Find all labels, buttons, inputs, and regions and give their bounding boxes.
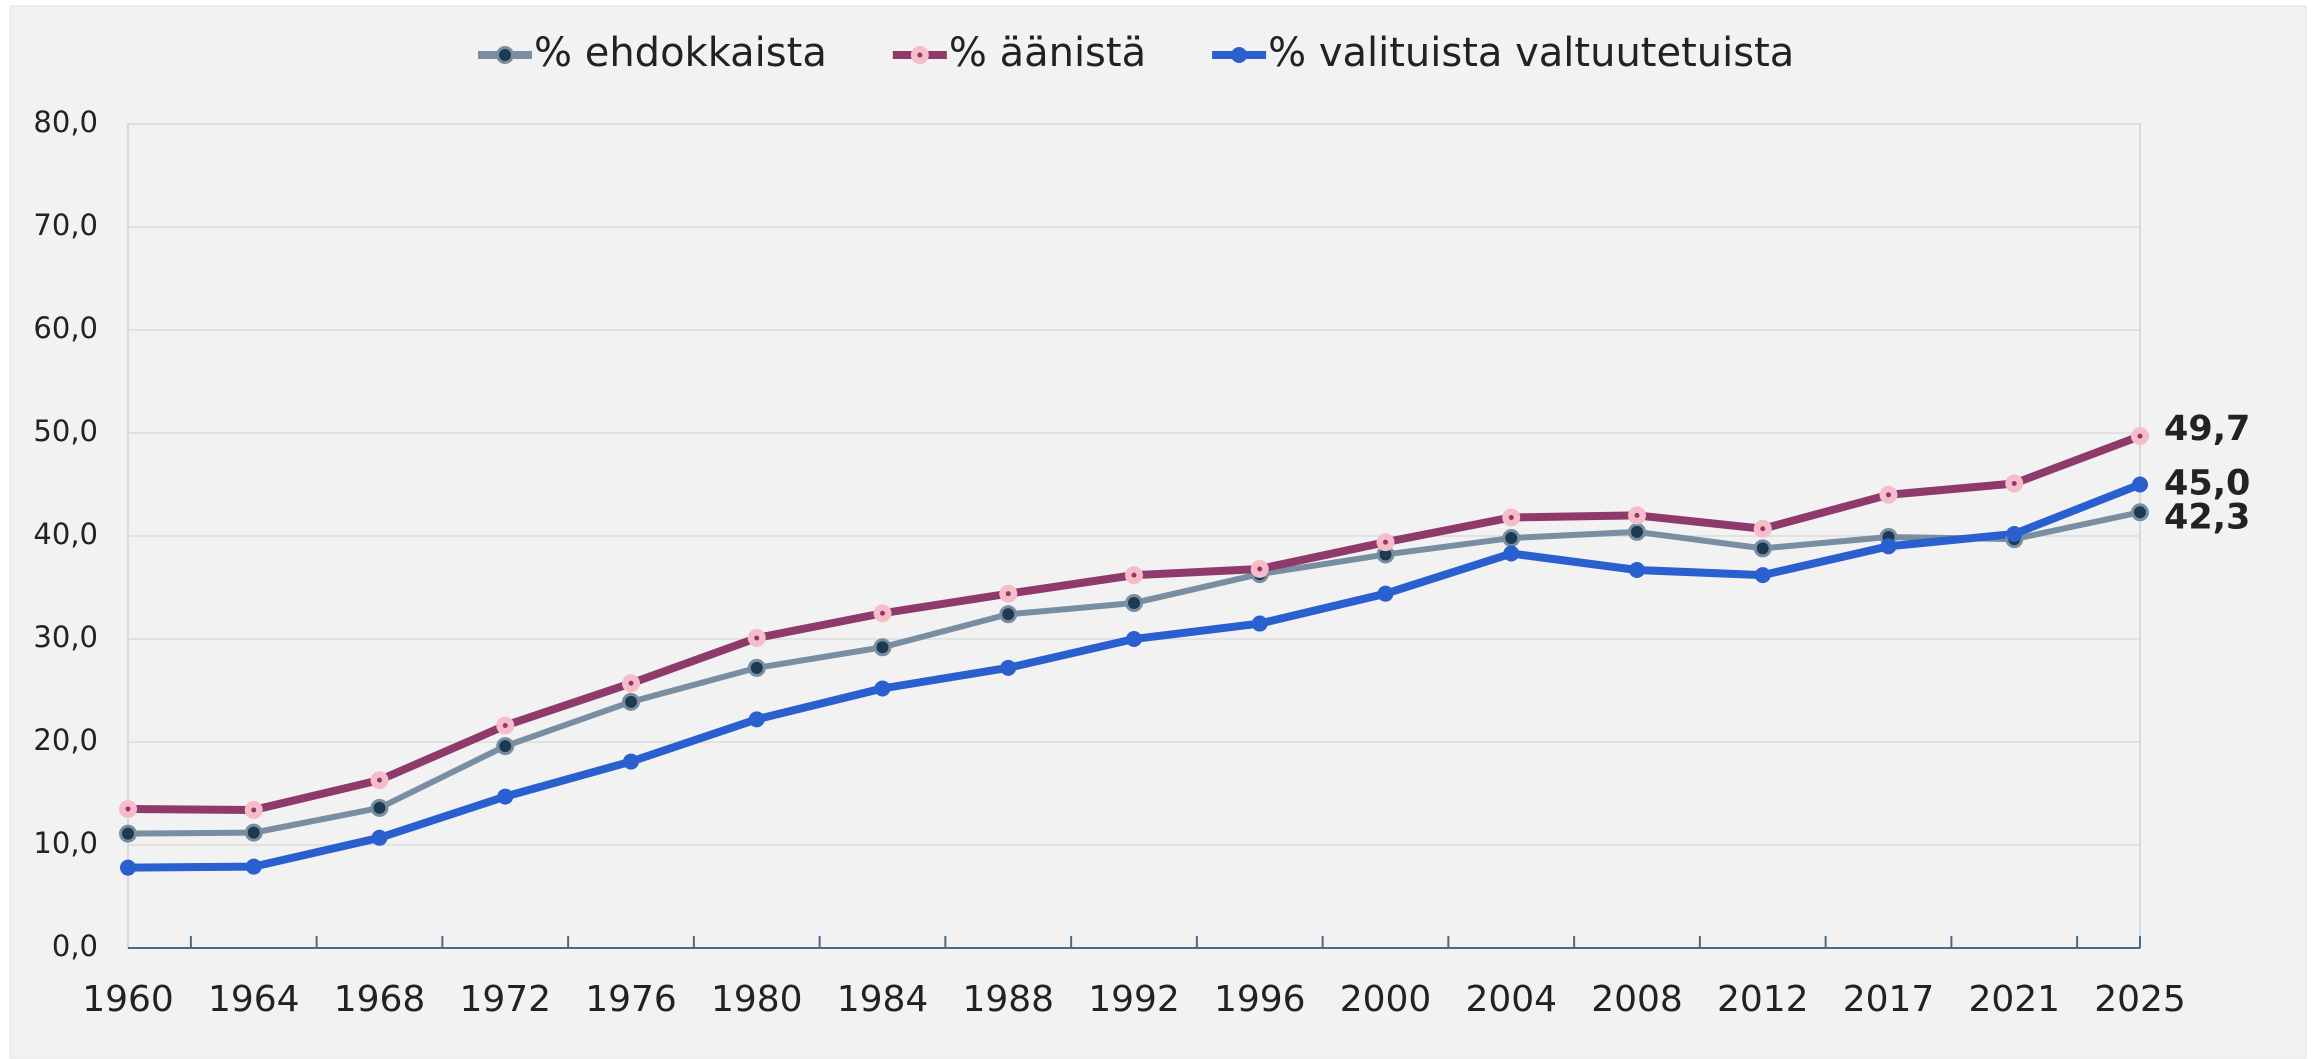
marker	[2006, 525, 2023, 542]
marker-dot	[1131, 572, 1137, 578]
marker-dot	[2011, 480, 2017, 486]
x-tick-label: 1992	[1088, 979, 1180, 1020]
marker-dot	[1760, 526, 1766, 532]
marker	[1126, 631, 1142, 647]
x-tick-label: 1972	[459, 979, 551, 1020]
marker-dot	[628, 680, 634, 686]
x-tick-label: 2025	[2094, 979, 2186, 1020]
x-tick-label: 2000	[1340, 979, 1432, 1020]
y-tick-label: 20,0	[33, 723, 98, 757]
data-label: 42,3	[2164, 497, 2250, 537]
marker	[748, 711, 765, 728]
marker-dot	[880, 610, 885, 616]
x-tick-label: 1968	[334, 979, 426, 1020]
marker	[2132, 476, 2148, 493]
marker-dot	[1383, 539, 1388, 545]
marker-dot	[1005, 591, 1011, 597]
marker	[370, 798, 389, 817]
marker	[1377, 585, 1394, 602]
marker	[1000, 659, 1017, 676]
data-label: 49,7	[2164, 409, 2250, 449]
marker	[2131, 503, 2149, 522]
marker	[1125, 593, 1143, 612]
data-label: 45,0	[2164, 464, 2250, 504]
y-tick-label: 80,0	[33, 105, 98, 139]
y-tick-label: 70,0	[33, 208, 98, 242]
marker	[1880, 538, 1897, 555]
legend-marker	[1231, 47, 1248, 63]
x-tick-label: 1996	[1214, 979, 1306, 1020]
marker	[1753, 539, 1772, 558]
y-tick-label: 50,0	[33, 414, 98, 448]
marker-dot	[502, 723, 508, 729]
marker	[747, 658, 766, 677]
legend-label: % äänistä	[949, 30, 1146, 76]
marker-dot	[1257, 566, 1263, 572]
x-tick-label: 1964	[208, 979, 300, 1020]
chart-background	[9, 5, 2307, 1059]
marker-dot	[377, 777, 382, 783]
marker	[1754, 567, 1771, 584]
marker	[244, 823, 263, 842]
legend-label: % ehdokkaista	[534, 30, 827, 76]
marker	[1628, 522, 1646, 541]
x-tick-label: 2008	[1591, 979, 1683, 1020]
marker	[496, 737, 515, 756]
marker	[1629, 561, 1645, 578]
x-tick-label: 1976	[585, 979, 677, 1020]
legend-marker-dot	[917, 52, 923, 58]
marker-dot	[1886, 492, 1891, 498]
marker-dot	[754, 635, 760, 641]
y-tick-label: 0,0	[52, 929, 98, 963]
marker	[874, 680, 891, 697]
marker	[1251, 615, 1268, 632]
x-tick-label: 2004	[1465, 979, 1557, 1020]
marker-dot	[251, 807, 257, 813]
marker	[245, 858, 262, 875]
marker	[873, 638, 892, 657]
marker	[623, 753, 639, 770]
marker	[371, 829, 388, 846]
x-tick-label: 1984	[837, 979, 929, 1020]
marker-dot	[2137, 433, 2143, 439]
x-tick-label: 1988	[962, 979, 1054, 1020]
x-tick-label: 2012	[1717, 979, 1809, 1020]
marker-dot	[1508, 514, 1514, 520]
x-tick-label: 2017	[1843, 979, 1935, 1020]
marker	[1502, 529, 1521, 548]
y-tick-label: 60,0	[33, 311, 98, 345]
x-tick-label: 1980	[711, 979, 803, 1020]
marker-dot	[125, 806, 131, 812]
marker	[497, 788, 514, 805]
x-tick-label: 1960	[82, 979, 174, 1020]
y-tick-label: 30,0	[33, 620, 98, 654]
marker	[119, 824, 137, 843]
legend-label: % valituista valtuutetuista	[1268, 30, 1794, 76]
x-tick-label: 2021	[1968, 979, 2060, 1020]
marker	[120, 859, 136, 876]
legend-marker	[496, 46, 514, 64]
y-tick-label: 10,0	[33, 826, 98, 860]
marker-dot	[1634, 512, 1640, 518]
y-tick-label: 40,0	[33, 517, 98, 551]
marker	[1503, 545, 1520, 562]
marker	[622, 692, 640, 711]
marker	[999, 605, 1018, 624]
